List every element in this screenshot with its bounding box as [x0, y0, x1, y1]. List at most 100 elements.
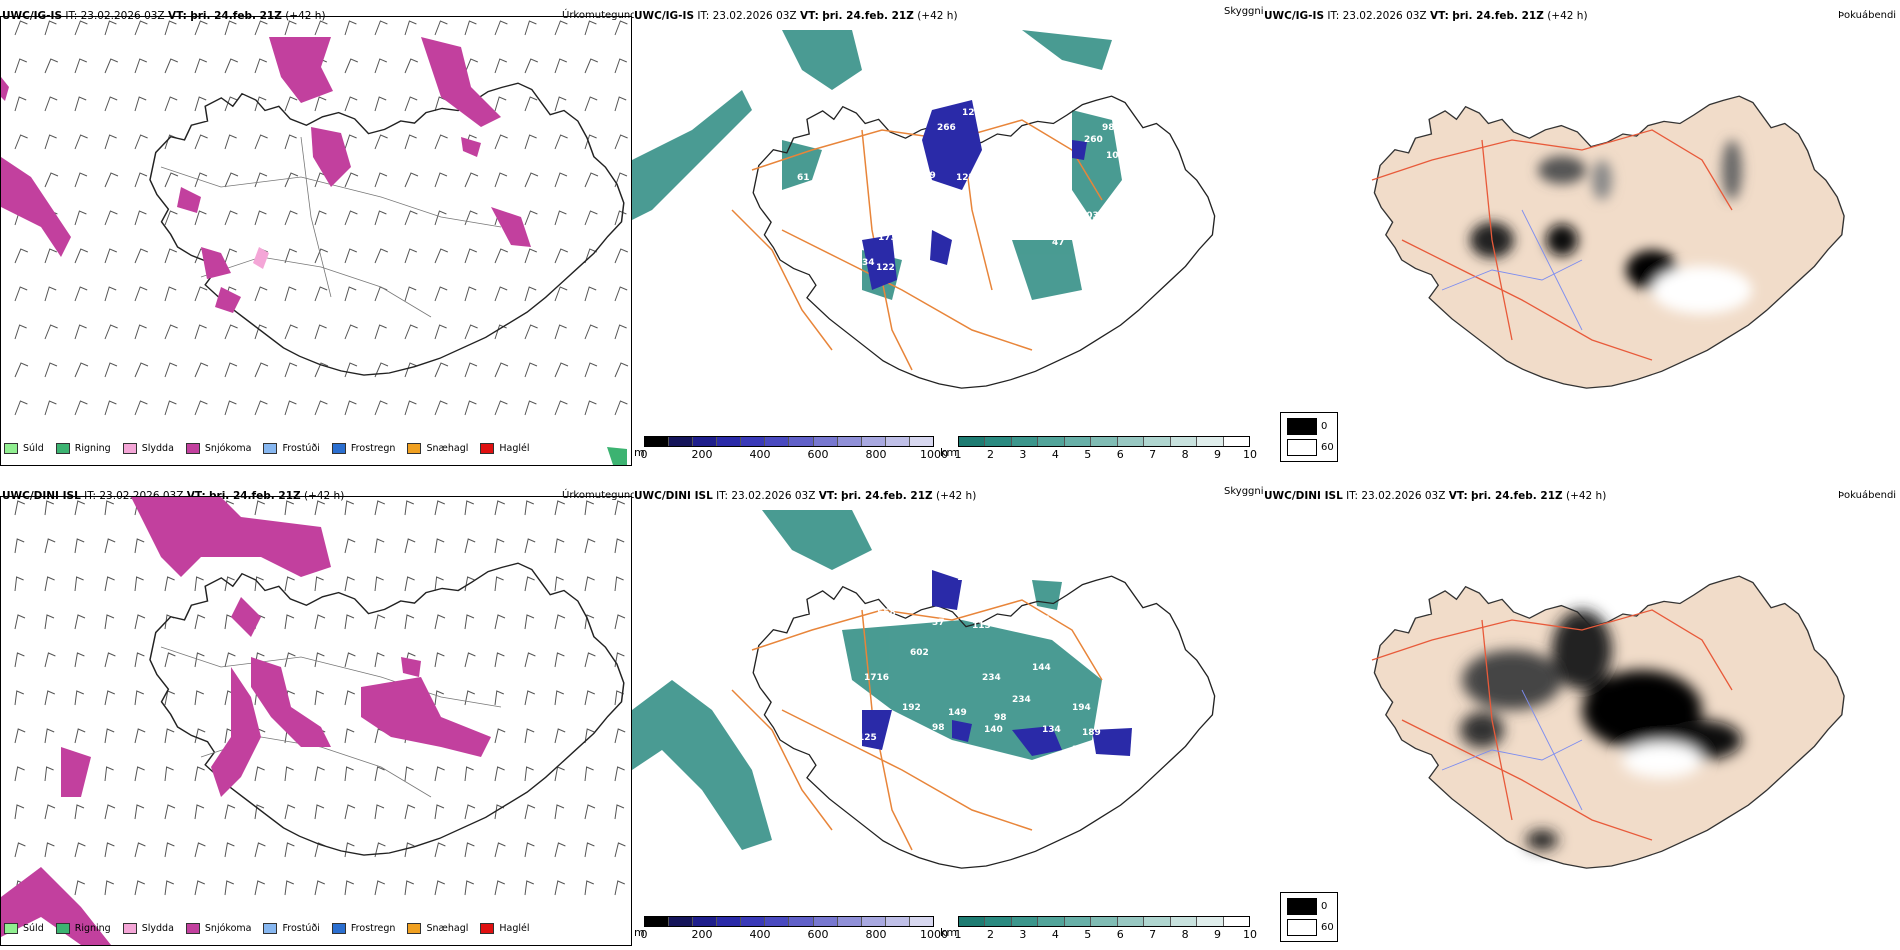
value-label: 61 [797, 173, 810, 183]
precip-legend-row2: Súld Rigning Slydda Snjókoma Frostúði Fr… [4, 923, 530, 934]
wind-barb [14, 766, 25, 782]
wind-barb [104, 58, 118, 74]
wind-barb [284, 362, 298, 378]
wind-barb [134, 248, 148, 264]
colorbar-swatch [885, 917, 910, 926]
legend-swatch [480, 443, 495, 454]
value-label: 13 [922, 388, 935, 398]
colorbar-swatch [1170, 917, 1198, 926]
legend-item-sudl: Súld [4, 923, 44, 934]
wind-barb [524, 210, 538, 226]
wind-barb [194, 400, 208, 416]
wind-barb [584, 134, 597, 150]
wind-barb [464, 400, 477, 416]
wind-barb [344, 58, 358, 74]
colorbar-swatch [645, 437, 670, 446]
wind-barb [374, 210, 387, 226]
wind-barb [434, 400, 448, 416]
wind-barb [194, 362, 209, 378]
visibility-unit: km [940, 926, 958, 939]
wind-barb [134, 172, 148, 188]
wind-barb [74, 538, 85, 554]
legend-swatch [185, 443, 200, 454]
value-label: 161 [952, 873, 971, 883]
wind-barb [584, 362, 598, 378]
wind-barb [584, 728, 595, 744]
value-label: 189 [1082, 728, 1101, 738]
wind-barb [74, 286, 88, 302]
wind-barb [344, 766, 354, 782]
colorbar-tick-label: 9 [1214, 928, 1222, 941]
wind-barb [254, 766, 265, 782]
wind-barb [194, 880, 205, 896]
wind-barb [134, 324, 147, 340]
fog-areas [1460, 610, 1742, 850]
wind-barb [404, 576, 415, 592]
wind-barb [104, 362, 118, 378]
colorbar-tick-label: 9 [1214, 448, 1222, 461]
wind-barb [584, 804, 596, 820]
wind-barb [224, 134, 237, 150]
wind-barb [404, 400, 417, 416]
wind-barb [524, 248, 537, 264]
visibility-bar-ticks: 1 2 3 4 5 6 7 8 9 10 [955, 927, 1258, 941]
wind-barb [14, 842, 26, 858]
wind-barb [104, 880, 114, 896]
value-label: 22 [1062, 638, 1075, 648]
wind-barb [194, 134, 208, 150]
wind-barb [464, 652, 476, 668]
wind-barb [194, 172, 208, 188]
value-label: 115 [972, 621, 991, 631]
wind-barb [224, 842, 235, 858]
legend-swatch [55, 443, 70, 454]
wind-barb [134, 58, 147, 74]
colorbar-tick-label: 10 [1243, 448, 1257, 461]
value-label: 37 [932, 618, 945, 628]
roads [160, 136, 502, 318]
wind-barb [314, 614, 326, 630]
legend-item-snjokoma: Snjókoma [185, 923, 251, 934]
wind-barb [254, 500, 265, 516]
wind-barb [194, 58, 207, 74]
wind-barb [104, 324, 118, 340]
wind-barb [554, 134, 568, 150]
wind-barb [74, 20, 88, 36]
wind-barb [554, 286, 568, 302]
wind-barb [344, 210, 358, 226]
wind-barb [134, 20, 148, 36]
wind-barb [374, 58, 387, 74]
wind-barb [14, 248, 28, 264]
wind-barb [584, 652, 596, 668]
colorbar-swatch [1197, 437, 1224, 446]
wind-barb [434, 324, 447, 340]
wind-barb [434, 880, 445, 896]
value-label: 145 [902, 568, 921, 578]
value-label: 101 [1032, 615, 1051, 625]
wind-barb [344, 728, 355, 744]
wind-barb [74, 248, 88, 264]
colorbar-tick-label: 2 [986, 448, 994, 461]
wind-barb [344, 362, 358, 378]
wind-barb [344, 400, 357, 416]
wind-barb [104, 248, 117, 264]
wind-barb [374, 134, 388, 150]
wind-barb [554, 538, 565, 554]
colorbar-tick-label: 3 [1019, 448, 1027, 461]
colorbar-tick-label: 4 [1051, 448, 1059, 461]
wind-barb [104, 538, 116, 554]
wind-barb [614, 690, 624, 706]
wind-barb [74, 400, 88, 416]
wind-barb [194, 210, 207, 226]
colorbar-tick-label: 7 [1149, 928, 1157, 941]
wind-barb [524, 324, 538, 340]
wind-barb [104, 804, 116, 820]
precip-map-row2 [1, 497, 626, 945]
wind-barb [404, 538, 416, 554]
wind-barb [374, 842, 386, 858]
wind-barb [74, 500, 85, 516]
wind-barb [254, 96, 267, 112]
wind-barb [344, 842, 355, 858]
colorbar-swatch [1197, 917, 1224, 926]
ceiling-areas [862, 100, 1087, 290]
wind-barb [224, 58, 238, 74]
